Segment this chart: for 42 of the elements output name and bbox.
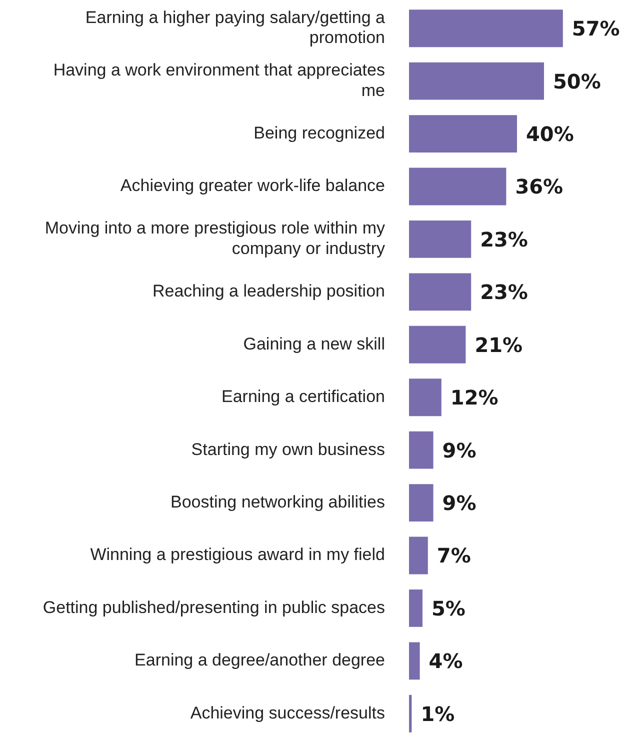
y-tick-label: Boosting networking abilities (170, 492, 385, 512)
bar (409, 220, 472, 258)
data-label: 9% (442, 490, 476, 515)
data-label: 57% (572, 16, 620, 41)
data-label: 23% (480, 227, 528, 252)
bar (409, 378, 442, 416)
bar (409, 694, 412, 732)
y-tick-label: Getting published/presenting in public spaces (42, 598, 385, 617)
bar (409, 536, 428, 574)
y-tick-label: Earning a higher paying salary/getting a promotion (85, 8, 386, 48)
bar (409, 115, 517, 152)
data-label: 5% (432, 596, 466, 620)
data-label: 4% (428, 649, 463, 674)
data-label: 7% (436, 544, 471, 568)
y-tick-label: Reaching a leadership position (152, 282, 385, 301)
y-tick-label: Earning a degree/another degree (134, 650, 385, 670)
y-tick-label: Moving into a more prestigious role within my company or industry (44, 218, 386, 258)
y-tick-label: Achieving success/results (190, 703, 385, 722)
bar (409, 431, 434, 469)
bar (409, 10, 563, 48)
bar (409, 590, 422, 627)
bar (409, 168, 506, 206)
y-tick-label: Starting my own business (191, 440, 385, 459)
data-label: 23% (480, 280, 528, 304)
bar (409, 273, 472, 311)
data-label: 21% (474, 332, 523, 357)
data-label: 1% (420, 702, 455, 726)
bar (409, 642, 420, 680)
data-label: 12% (450, 386, 498, 410)
bar (409, 326, 466, 364)
data-label: 9% (442, 438, 476, 462)
y-tick-label: Earning a certification (222, 387, 385, 406)
y-tick-label: Gaining a new skill (243, 334, 385, 354)
y-tick-label: Achieving greater work-life balance (120, 176, 385, 196)
bar (409, 62, 544, 100)
bar (409, 484, 434, 522)
data-label: 40% (526, 122, 574, 146)
y-tick-label: Winning a prestigious award in my field (90, 545, 385, 564)
data-label: 50% (553, 69, 601, 94)
data-label: 36% (515, 174, 564, 199)
y-tick-label: Being recognized (254, 123, 385, 142)
y-tick-label: Having a work environment that appreciates me (53, 60, 385, 100)
